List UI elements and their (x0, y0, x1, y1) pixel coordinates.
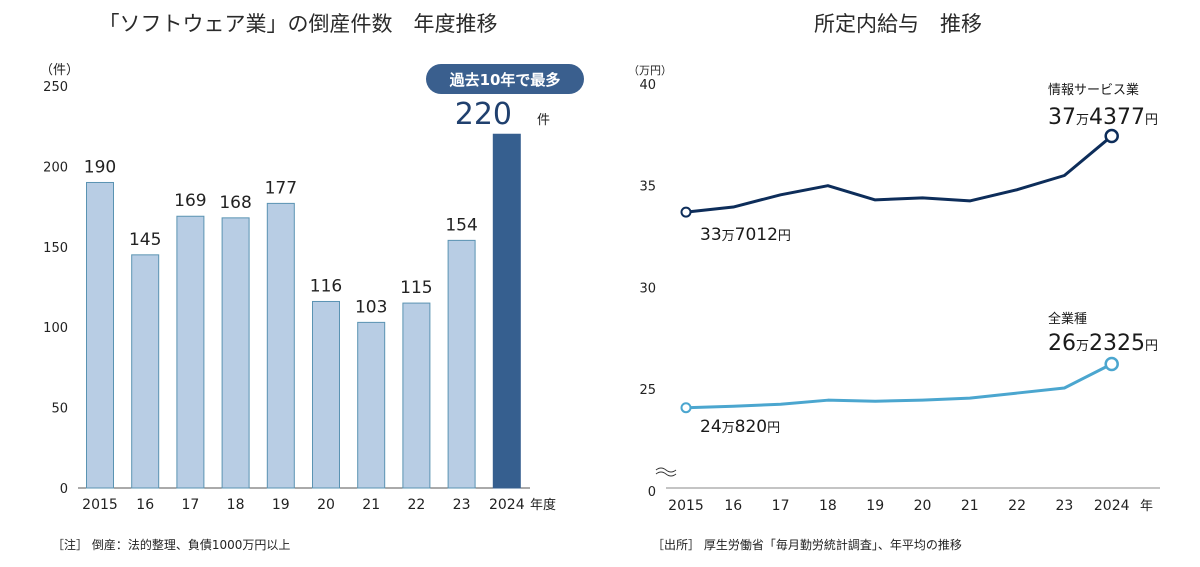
bar-value-label: 145 (129, 230, 161, 250)
bar-value-label: 169 (174, 191, 206, 211)
bar-y-tick-label: 150 (43, 241, 68, 256)
badge-background (426, 64, 584, 94)
bar-x-tick-label: 22 (407, 497, 425, 513)
line-y-tick-label: 30 (639, 281, 656, 296)
bar-series: 190 145 169 168 177 116 103 115 154 (84, 133, 521, 489)
bar-value-label: 168 (219, 193, 251, 213)
bar-x-tick-label: 21 (362, 497, 380, 513)
series-name-all-industries: 全業種 (1048, 311, 1087, 327)
bar-chart: 「ソフトウェア業」の倒産件数 年度推移 （件） 050100150200250 … (40, 12, 584, 552)
line-x-tick-label: 2015 (668, 498, 704, 514)
line-y-tick-label: 35 (639, 180, 656, 195)
bar-x-tick-label: 17 (181, 497, 199, 513)
bar-y-tick-label: 0 (60, 482, 68, 497)
start-label-info-service: 33万7012円 (700, 225, 791, 245)
bar-x-unit: 年度 (530, 497, 556, 513)
line-x-tick-label: 17 (772, 498, 790, 514)
series-start-point (680, 206, 692, 218)
bar-value-label: 154 (445, 215, 477, 235)
bar-value-label: 115 (400, 278, 432, 298)
series-start-point (680, 402, 692, 414)
series-line-info-service (685, 134, 1113, 214)
line-x-tick-label: 23 (1055, 498, 1073, 514)
bar (357, 321, 386, 489)
bar-chart-title: 「ソフトウェア業」の倒産件数 年度推移 (99, 12, 498, 36)
bar-y-tick-label: 250 (43, 80, 68, 95)
bar-value-label: 190 (84, 157, 116, 177)
record-badge: 過去10年で最多 (426, 64, 584, 94)
line-chart-note: ［出所］ 厚生労働省「毎月勤労統計調査」、年平均の推移 (652, 537, 962, 552)
line-x-tick-label: 16 (724, 498, 742, 514)
bar-x-axis: 2015 16 17 18 19 20 21 22 23 2024 (82, 497, 525, 513)
line-x-axis: 2015 16 17 18 19 20 21 22 23 2024 (668, 498, 1129, 514)
line-x-tick-label: 2024 (1094, 498, 1130, 514)
end-label-info-service: 37万4377円 (1048, 105, 1158, 130)
line-x-tick-label: 20 (914, 498, 932, 514)
bar-y-tick-label: 200 (43, 160, 68, 175)
series-end-point (1104, 128, 1119, 144)
series-name-info-service: 情報サービス業 (1048, 82, 1139, 98)
highlight-value-label: 220 (455, 97, 512, 132)
bar-highlight (492, 133, 521, 489)
bar-x-tick-label: 23 (453, 497, 471, 513)
axis-break-marker (655, 467, 677, 477)
bar (402, 302, 431, 489)
bar (266, 202, 295, 489)
bar-x-tick-label: 2024 (489, 497, 525, 513)
badge-text: 過去10年で最多 (449, 71, 561, 89)
bar-x-tick-label: 16 (136, 497, 154, 513)
bar (131, 254, 160, 489)
series-end-point (1104, 356, 1119, 372)
bar-y-tick-label: 100 (43, 321, 68, 336)
bar-chart-note: ［注］ 倒産：法的整理、負債1000万円以上 (52, 537, 290, 552)
bar-value-label: 103 (355, 297, 387, 317)
line-x-tick-label: 21 (961, 498, 979, 514)
end-label-all-industries: 26万2325円 (1048, 331, 1158, 356)
bar-x-tick-label: 18 (227, 497, 245, 513)
bar (447, 239, 476, 489)
line-chart-title: 所定内給与 推移 (814, 12, 982, 36)
line-y-unit: （万円） (628, 64, 672, 77)
line-y-axis: 0 25 30 35 40 (639, 78, 656, 500)
bar-value-label: 177 (265, 178, 297, 198)
line-series (680, 128, 1119, 414)
start-label-all-industries: 24万820円 (700, 417, 780, 437)
bar (176, 215, 205, 489)
line-x-tick-label: 22 (1008, 498, 1026, 514)
line-x-unit: 年 (1140, 499, 1153, 514)
bar (221, 217, 250, 489)
line-chart: 所定内給与 推移 （万円） 0 25 30 35 40 2015 16 17 18 19 20 21… (628, 12, 1160, 552)
bar (86, 181, 114, 489)
line-x-tick-label: 18 (819, 498, 837, 514)
line-y-tick-label: 0 (648, 485, 656, 500)
bar-y-unit: （件） (40, 63, 79, 78)
bar-x-tick-label: 20 (317, 497, 335, 513)
bar-x-tick-label: 2015 (82, 497, 118, 513)
line-y-tick-label: 25 (639, 383, 656, 398)
highlight-unit: 件 (537, 113, 550, 128)
bar-value-label: 116 (310, 276, 342, 296)
bar-y-axis: 0 50 100 150 200 250 (43, 80, 68, 497)
line-y-tick-label: 40 (639, 78, 656, 93)
line-x-tick-label: 19 (866, 498, 884, 514)
bar-x-tick-label: 19 (272, 497, 290, 513)
series-line-all-industries (685, 362, 1113, 410)
bar-y-tick-label: 50 (51, 402, 68, 417)
bar (312, 300, 340, 489)
